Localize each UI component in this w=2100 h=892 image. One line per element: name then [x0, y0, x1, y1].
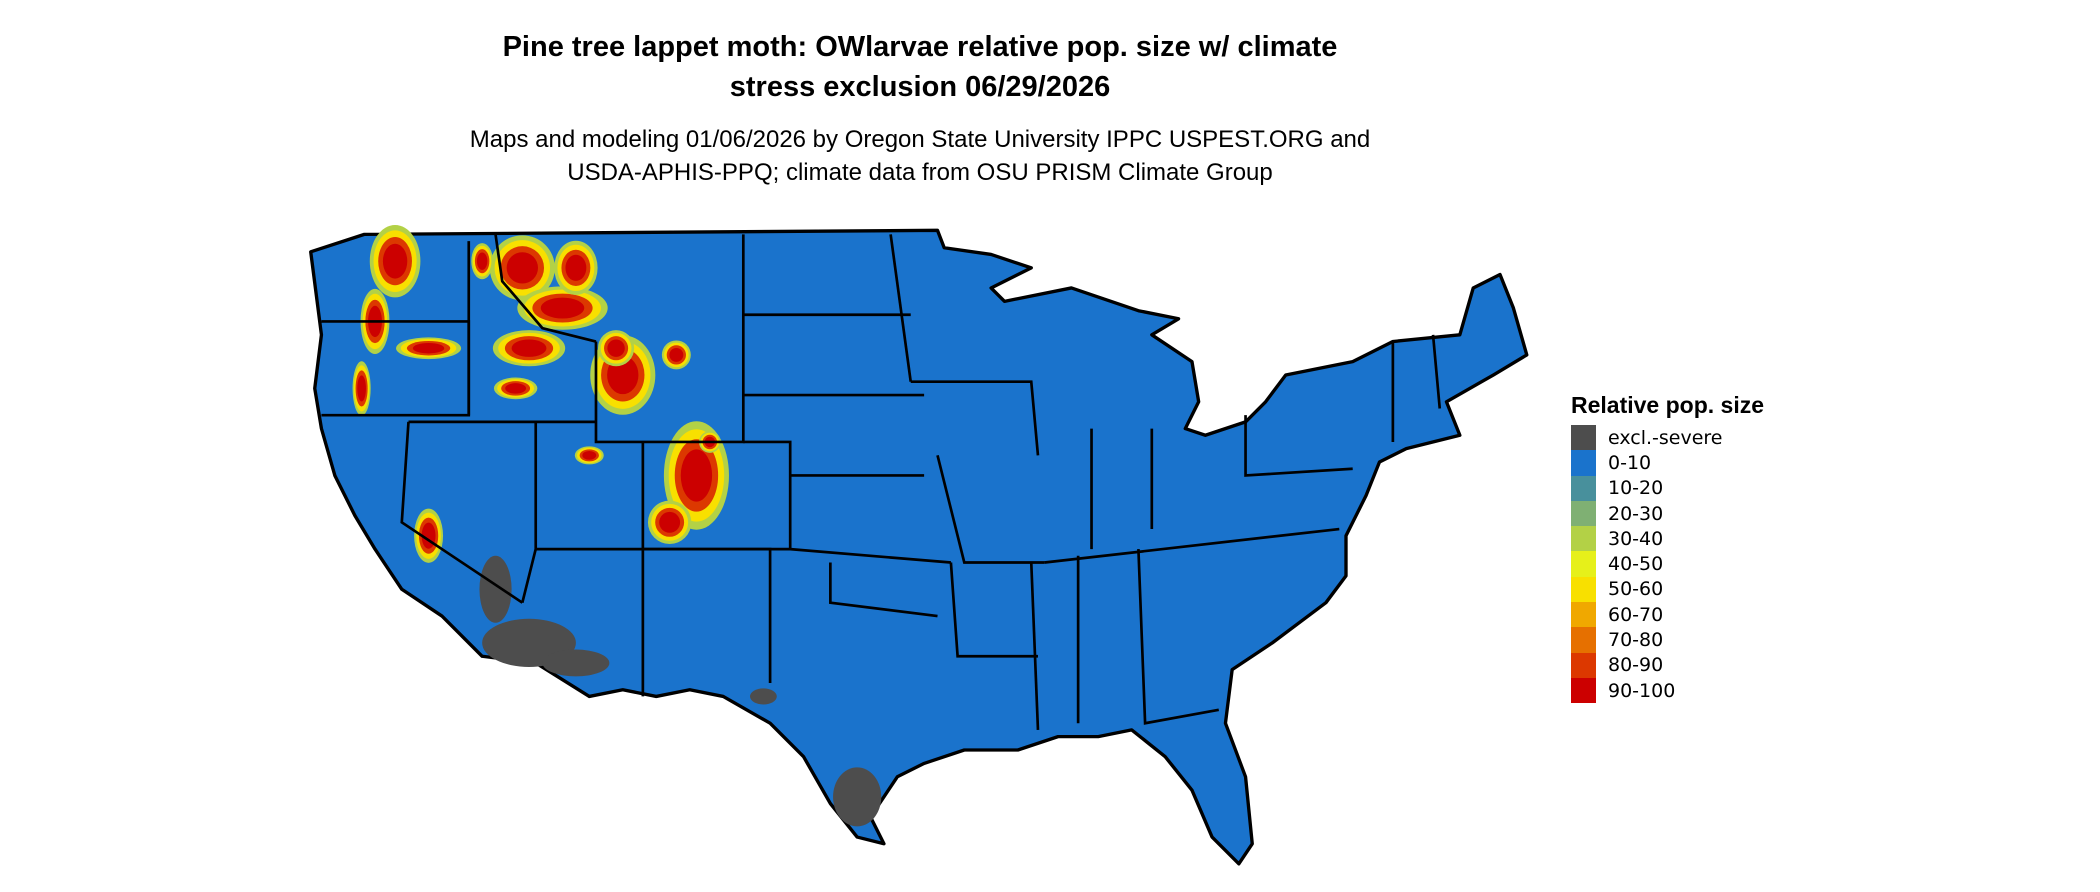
- legend-swatch: [1571, 652, 1596, 678]
- population-hotspot: [511, 339, 547, 357]
- legend-item: 40-50: [1571, 551, 1764, 577]
- legend: Relative pop. size excl.-severe 0-10 10-20…: [1571, 392, 1765, 704]
- excluded-area: [833, 767, 882, 827]
- legend-label: 80-90: [1608, 654, 1664, 677]
- legend-item: 90-100: [1571, 677, 1764, 704]
- legend-item: 60-70: [1571, 602, 1764, 628]
- population-hotspot: [540, 297, 585, 319]
- map-title-line2: stress exclusion 06/29/2026: [729, 71, 1111, 103]
- legend-swatch: [1571, 627, 1596, 653]
- map-subtitle-line1: Maps and modeling 01/06/2026 by Oregon S…: [469, 126, 1371, 153]
- legend-swatch: [1571, 602, 1596, 628]
- legend-item: 30-40: [1571, 526, 1764, 552]
- legend-label: 30-40: [1608, 527, 1664, 550]
- state-borders: [321, 234, 1442, 730]
- high-population-areas: [352, 225, 729, 563]
- legend-item: 70-80: [1571, 627, 1764, 653]
- excluded-area: [750, 688, 777, 705]
- legend-item: 20-30: [1571, 500, 1764, 527]
- excluded-area: [542, 649, 610, 677]
- legend-swatch: [1571, 425, 1596, 451]
- legend-label: 50-60: [1608, 578, 1664, 601]
- legend-swatch: [1571, 475, 1596, 501]
- legend-swatch: [1571, 526, 1596, 552]
- legend-label: 0-10: [1608, 451, 1652, 474]
- legend-item: 50-60: [1571, 576, 1764, 603]
- legend-item: excl.-severe: [1571, 425, 1764, 451]
- legend-label: 60-70: [1608, 603, 1664, 626]
- legend-item: 0-10: [1571, 450, 1764, 476]
- legend-swatch: [1571, 576, 1596, 603]
- legend-swatch: [1571, 450, 1596, 476]
- legend-title: Relative pop. size: [1571, 392, 1765, 418]
- map-subtitle-line2: USDA-APHIS-PPQ; climate data from OSU PR…: [567, 159, 1273, 186]
- legend-label: 20-30: [1608, 502, 1664, 525]
- legend-swatch: [1571, 551, 1596, 577]
- map-title-line1: Pine tree lappet moth: OWlarvae relative…: [502, 31, 1338, 63]
- legend-label: 70-80: [1608, 629, 1664, 652]
- population-hotspot: [565, 254, 587, 281]
- population-hotspot: [582, 451, 597, 460]
- excluded-area: [479, 555, 512, 623]
- population-hotspot: [506, 252, 538, 284]
- population-hotspot: [505, 383, 527, 394]
- us-outline: [309, 228, 1529, 866]
- legend-swatch: [1571, 500, 1596, 527]
- excluded-areas: [479, 555, 882, 827]
- population-hotspot: [680, 449, 713, 502]
- legend-label: excl.-severe: [1608, 426, 1723, 449]
- population-hotspot: [669, 347, 684, 362]
- legend-label: 90-100: [1608, 679, 1676, 702]
- population-hotspot: [476, 252, 488, 270]
- population-hotspot: [659, 511, 681, 533]
- legend-label: 40-50: [1608, 553, 1664, 576]
- legend-label: 10-20: [1608, 477, 1664, 500]
- population-hotspot: [607, 339, 625, 357]
- population-hotspot: [412, 342, 445, 354]
- legend-swatch: [1571, 677, 1596, 704]
- legend-item: 80-90: [1571, 652, 1764, 678]
- population-hotspot: [357, 375, 366, 402]
- legend-item: 10-20: [1571, 475, 1764, 501]
- population-hotspot: [382, 243, 408, 279]
